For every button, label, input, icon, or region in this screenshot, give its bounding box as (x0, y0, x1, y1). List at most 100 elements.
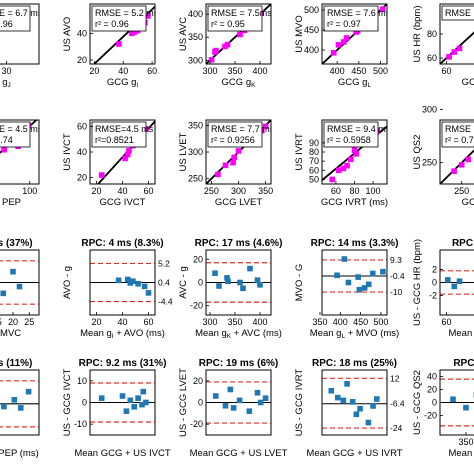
x-tick-label: 300 (202, 317, 217, 327)
x-axis-label-subscript: L (341, 333, 345, 340)
stats-text: RMSE = 7.5ms (211, 8, 272, 18)
data-point (257, 399, 264, 406)
y-tick-label: 250 (188, 174, 203, 184)
stats-text: r² = 0.5958 (327, 135, 371, 145)
subplot-r3c5: RPC: 1.8 60 2 0 -2 Mean GCG US - GCG HR (bpm) (412, 238, 474, 339)
stats-text: RMSE = 6.7 ms (0, 8, 43, 18)
stats-box (207, 5, 263, 32)
x-axis-label-text: GCG g (107, 77, 137, 88)
y-tick-label: 0 (198, 398, 203, 408)
stats-box (0, 121, 31, 148)
data-point (328, 387, 335, 394)
data-point (135, 281, 141, 287)
y-axis-label: US AVC (178, 17, 189, 51)
x-tick-label: 400 (333, 317, 348, 327)
y-axis-label: US - GCG IVRT (294, 369, 305, 437)
stats-text: r² = 0.97 (327, 19, 361, 29)
x-tick-label: 60 (331, 186, 341, 196)
y-axis-label: US HR (bpm) (412, 5, 423, 62)
x-tick-label: 60 (143, 186, 153, 196)
subplot-title: RPC: 17 ms (4.6%) (195, 238, 283, 249)
y-axis-label: US IVCT (62, 133, 73, 171)
stats-text: r² = 0.96 (95, 19, 129, 29)
stats-text: RMSE = 7.6 ms (327, 8, 391, 18)
stats-box (441, 121, 474, 148)
x-axis-label-text: GCG g (338, 77, 368, 88)
stats-text: RMSE = 4.5 ms (0, 124, 43, 134)
data-point (224, 41, 231, 48)
data-point (365, 419, 372, 426)
x-axis-label: Mean GCG + US LVET (190, 448, 288, 459)
stats-box (0, 5, 31, 32)
subplot-title: 9 ms (37%) (0, 238, 33, 249)
x-tick-label: 25 (24, 317, 34, 327)
data-point (365, 281, 372, 288)
x-axis-label-text: g (2, 77, 7, 88)
x-axis-label-suffix: + AVO (ms) (114, 328, 165, 339)
data-point (124, 151, 131, 158)
data-point (127, 397, 134, 404)
subplot-title: RPC: 9.2 ms (31%) (79, 358, 167, 369)
subplot-r4c1: 9 ms (11%) + US PEP (ms) (0, 358, 40, 459)
x-axis-label: Mean gI + AVO (ms) (80, 328, 165, 340)
axes-frame (0, 249, 40, 316)
x-tick-label: 300 (231, 186, 246, 196)
stats-text: RMSE = 7.7 ms (211, 124, 275, 134)
y-axis-label: US - GCG QS2 (412, 370, 423, 435)
axes-frame (321, 3, 388, 65)
data-point (237, 279, 243, 286)
data-point (119, 393, 126, 399)
y-tick-label: 90 (309, 138, 319, 148)
plot-area (440, 378, 474, 427)
right-value-label: -0.4 (390, 271, 405, 281)
y-tick-label: 20 (77, 173, 87, 183)
y-axis-label: US MVO (294, 15, 305, 52)
x-axis-label-text: GCG (462, 197, 474, 208)
data-point (11, 396, 18, 403)
x-axis-label-text: GCG g (222, 77, 252, 88)
right-value-label: -4.4 (158, 297, 173, 307)
x-tick-label: 40 (117, 186, 127, 196)
x-axis-label-text: GCG (462, 77, 474, 88)
data-point (369, 270, 376, 277)
data-point (347, 156, 354, 163)
y-tick-label: 0 (432, 398, 437, 408)
data-point (16, 283, 23, 290)
subplot-title: RPC: 36 (453, 358, 474, 369)
axes-frame (205, 3, 272, 65)
data-point (334, 272, 340, 279)
data-point (141, 283, 148, 290)
subplot-r4c2: RPC: 9.2 ms (31%) 10 0 -10 Mean GCG + US IVC… (62, 358, 171, 459)
data-point (145, 290, 152, 296)
data-point (463, 404, 469, 411)
x-axis-label: Mean GCG (448, 328, 474, 339)
x-axis-label: Mean GCG (448, 448, 474, 459)
x-tick-label: 300 (202, 66, 217, 76)
data-point (227, 386, 234, 393)
x-axis-label: GCG gK (222, 77, 257, 89)
y-tick-label: 20 (427, 385, 437, 395)
stats-box (91, 121, 147, 148)
data-point (357, 405, 363, 412)
x-axis-label-suffix: + AVC (ms) (231, 328, 282, 339)
data-point (208, 57, 215, 63)
y-tick-label: 400 (304, 45, 319, 55)
data-point (1, 146, 7, 153)
x-tick-label: 400 (252, 66, 267, 76)
y-tick-label: 60 (427, 53, 437, 63)
stats-text: RMSE (445, 124, 471, 134)
plot-area (206, 381, 271, 424)
x-tick-label: 350 (227, 317, 242, 327)
stats-box (441, 5, 474, 21)
x-axis-label-text: GCG LVET (215, 197, 263, 208)
y-tick-label: -20 (424, 411, 437, 421)
data-point (135, 395, 141, 401)
y-tick-label: 60 (77, 121, 87, 131)
